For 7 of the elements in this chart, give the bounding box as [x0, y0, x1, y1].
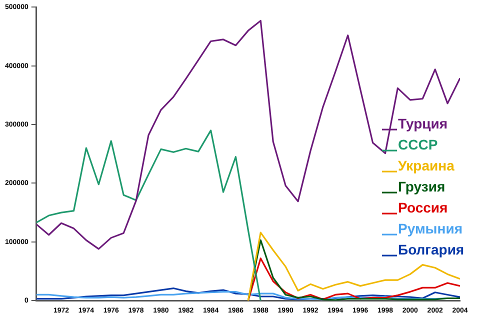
legend-label: Болгария — [398, 241, 464, 258]
legend-label: Турция — [398, 115, 448, 132]
legend-label: Украина — [398, 157, 455, 174]
legend-label: СССР — [398, 136, 438, 152]
legend-label: Грузия — [398, 178, 446, 194]
legend-label: Россия — [398, 199, 448, 216]
legend-label: Румыния — [398, 220, 462, 236]
